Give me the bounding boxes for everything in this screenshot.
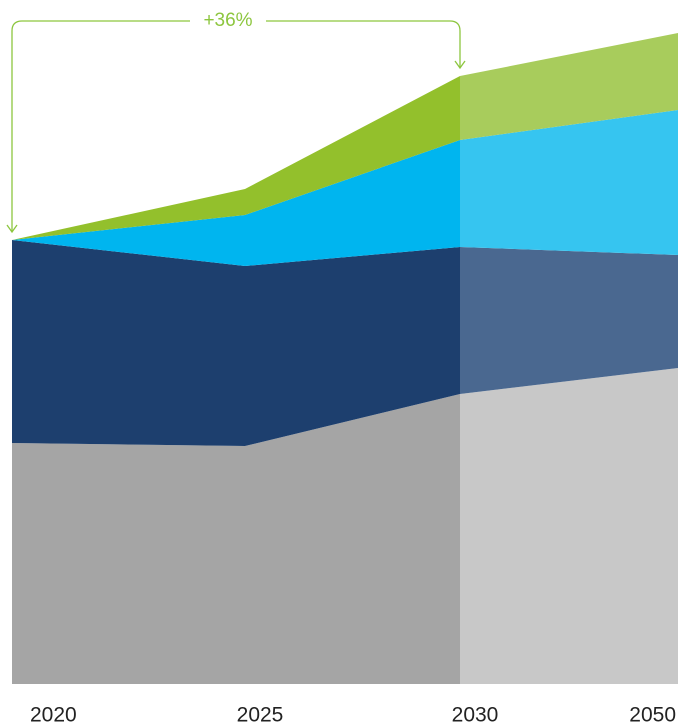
annotation-arrow xyxy=(454,60,466,70)
x-tick-label: 2025 xyxy=(237,704,284,726)
area xyxy=(12,140,460,266)
area xyxy=(12,76,460,240)
area-projection xyxy=(460,110,678,255)
annotation-arrow xyxy=(6,224,18,234)
annotation-bracket xyxy=(266,20,461,68)
annotation-bracket xyxy=(11,20,190,232)
area-projection xyxy=(460,247,678,394)
areas xyxy=(12,33,678,684)
area xyxy=(12,394,460,684)
area xyxy=(12,240,460,446)
area-projection xyxy=(460,33,678,140)
area-projection xyxy=(460,368,678,684)
annotation-text: +36% xyxy=(203,10,252,31)
x-tick-label: 2020 xyxy=(30,704,77,726)
x-tick-label: 2030 xyxy=(452,704,499,726)
x-tick-label: 2050 xyxy=(629,704,676,726)
